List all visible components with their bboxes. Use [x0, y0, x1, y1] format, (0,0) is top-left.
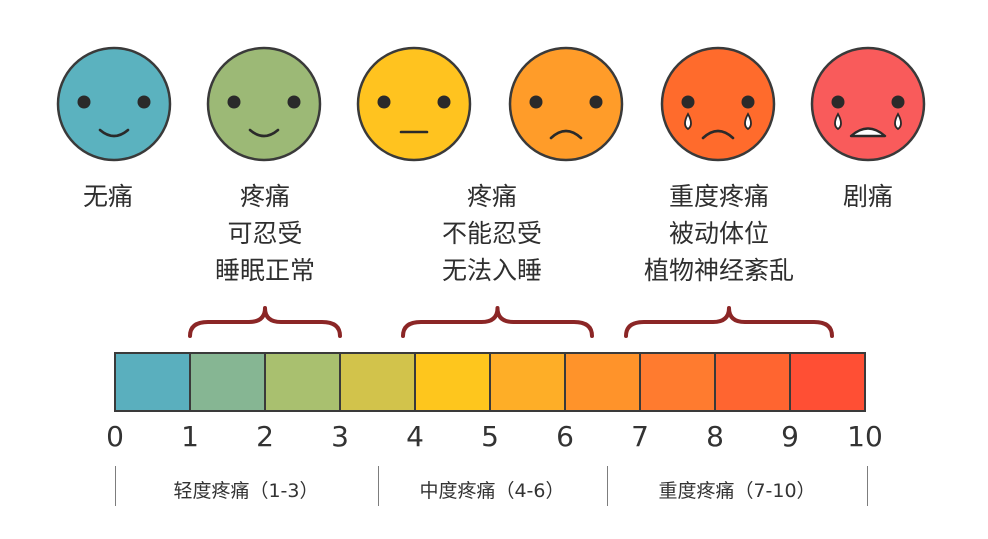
- eye-right-icon: [891, 95, 905, 109]
- eye-left-icon: [227, 95, 241, 109]
- face-mild-icon: [206, 46, 322, 162]
- label-extreme: 剧痛: [758, 178, 978, 215]
- tick-label-0: 0: [106, 420, 124, 453]
- scale-segment-7: [564, 352, 641, 412]
- tear-left-icon: [834, 112, 842, 131]
- label-line: 剧痛: [842, 182, 893, 211]
- scale-segment-8: [639, 352, 716, 412]
- eye-right-icon: [589, 95, 603, 109]
- face-circle: [56, 46, 172, 162]
- eye-right-icon: [287, 95, 301, 109]
- tick-label-1: 1: [181, 420, 199, 453]
- category-divider: [867, 466, 868, 506]
- category-mild: 轻度疼痛（1-3）: [173, 480, 319, 502]
- scale-segment-9: [714, 352, 791, 412]
- label-line: 无法入睡: [441, 256, 542, 285]
- eye-left-icon: [77, 95, 91, 109]
- eye-right-icon: [741, 95, 755, 109]
- label-mild: 疼痛 可忍受 睡眠正常: [155, 178, 375, 289]
- label-line: 重度疼痛: [668, 182, 769, 211]
- face-extreme-icon: [810, 46, 926, 162]
- label-line: 植物神经紊乱: [643, 256, 794, 285]
- eye-left-icon: [831, 95, 845, 109]
- eye-right-icon: [437, 95, 451, 109]
- face-circle: [356, 46, 472, 162]
- tick-label-6: 6: [556, 420, 574, 453]
- scale-segment-3: [264, 352, 341, 412]
- tick-label-8: 8: [706, 420, 724, 453]
- label-line: 疼痛: [239, 182, 290, 211]
- label-line: 睡眠正常: [214, 256, 315, 285]
- tick-label-10: 10: [847, 420, 883, 453]
- face-moderate-icon: [508, 46, 624, 162]
- tick-label-3: 3: [331, 420, 349, 453]
- label-line: 无痛: [82, 182, 133, 211]
- category-divider: [378, 466, 379, 506]
- scale-segment-5: [414, 352, 491, 412]
- face-circle: [810, 46, 926, 162]
- eye-right-icon: [137, 95, 151, 109]
- tick-label-2: 2: [256, 420, 274, 453]
- brace-moderate: [401, 306, 594, 338]
- eye-left-icon: [681, 95, 695, 109]
- face-neutral-icon: [356, 46, 472, 162]
- tear-right-icon: [744, 112, 752, 131]
- label-line: 不能忍受: [441, 219, 542, 248]
- mouth-smile-icon: [248, 128, 280, 138]
- category-divider: [607, 466, 608, 506]
- scale-segment-6: [489, 352, 566, 412]
- label-no-pain: 无痛: [0, 178, 218, 215]
- tick-label-9: 9: [781, 420, 799, 453]
- tick-label-5: 5: [481, 420, 499, 453]
- tick-label-7: 7: [631, 420, 649, 453]
- brace-mild: [188, 306, 342, 338]
- label-line: 可忍受: [227, 219, 303, 248]
- eye-left-icon: [529, 95, 543, 109]
- mouth-frown-icon: [549, 129, 583, 140]
- scale-segment-2: [189, 352, 266, 412]
- category-divider: [115, 466, 116, 506]
- scale-segment-1: [114, 352, 191, 412]
- scale-segment-10: [789, 352, 866, 412]
- label-severe: 重度疼痛 被动体位 植物神经紊乱: [609, 178, 829, 289]
- category-severe: 重度疼痛（7-10）: [658, 480, 816, 502]
- label-moderate: 疼痛 不能忍受 无法入睡: [382, 178, 602, 289]
- tick-label-4: 4: [406, 420, 424, 453]
- tear-right-icon: [894, 112, 902, 131]
- mouth-smile-icon: [98, 128, 130, 138]
- mouth-cry-icon: [849, 127, 887, 138]
- face-severe-icon: [660, 46, 776, 162]
- label-line: 疼痛: [466, 182, 517, 211]
- label-line: 被动体位: [668, 219, 769, 248]
- category-moderate: 中度疼痛（4-6）: [419, 480, 565, 502]
- scale-segment-4: [339, 352, 416, 412]
- face-circle: [206, 46, 322, 162]
- face-circle: [660, 46, 776, 162]
- face-no-pain-icon: [56, 46, 172, 162]
- mouth-frown-icon: [701, 129, 735, 140]
- face-circle: [508, 46, 624, 162]
- brace-severe: [624, 306, 834, 338]
- eye-left-icon: [377, 95, 391, 109]
- tear-left-icon: [684, 112, 692, 131]
